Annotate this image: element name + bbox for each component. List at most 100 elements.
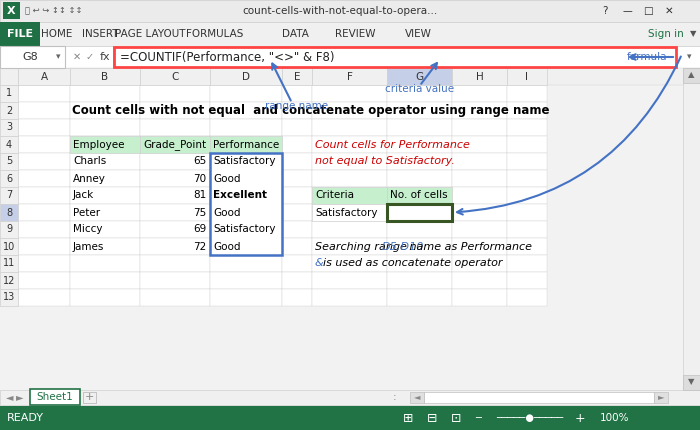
Text: ⊟: ⊟: [427, 412, 438, 424]
Bar: [452, 85, 507, 102]
Bar: [387, 289, 452, 306]
Bar: [18, 204, 70, 221]
Bar: [312, 238, 387, 255]
Bar: [210, 238, 282, 255]
Bar: [70, 238, 140, 255]
Bar: [140, 119, 210, 136]
Bar: [0, 204, 18, 221]
Bar: [282, 153, 312, 170]
Bar: [140, 170, 210, 187]
Text: 12: 12: [3, 276, 15, 286]
Bar: [387, 204, 452, 221]
Text: 11: 11: [3, 258, 15, 268]
Bar: [18, 153, 70, 170]
Bar: [683, 375, 700, 390]
Text: +: +: [575, 412, 586, 424]
Bar: [282, 221, 312, 238]
Text: 3: 3: [6, 123, 12, 132]
Bar: [114, 47, 676, 67]
Text: 8: 8: [6, 208, 12, 218]
Bar: [282, 255, 312, 272]
Bar: [312, 221, 387, 238]
Text: ►: ►: [658, 393, 664, 402]
Text: Satisfactory: Satisfactory: [315, 208, 377, 218]
Text: 9: 9: [6, 224, 12, 234]
Bar: [507, 255, 547, 272]
Bar: [507, 102, 547, 119]
Bar: [140, 102, 210, 119]
Text: 7: 7: [6, 190, 12, 200]
Bar: [312, 272, 387, 289]
Bar: [452, 204, 507, 221]
Bar: [210, 153, 282, 255]
Bar: [70, 170, 140, 187]
Bar: [0, 289, 18, 306]
Bar: [210, 119, 282, 136]
Bar: [140, 238, 210, 255]
Bar: [507, 221, 547, 238]
Bar: [70, 204, 140, 221]
Bar: [140, 255, 210, 272]
Text: ◄: ◄: [414, 393, 420, 402]
Bar: [0, 406, 700, 430]
Text: 65: 65: [193, 157, 206, 166]
Bar: [18, 289, 70, 306]
Bar: [113, 46, 114, 68]
Bar: [70, 255, 140, 272]
Bar: [410, 392, 424, 403]
Text: Peter: Peter: [73, 208, 100, 218]
Text: Excellent: Excellent: [213, 190, 267, 200]
Bar: [210, 255, 282, 272]
Bar: [210, 136, 282, 153]
Bar: [18, 221, 70, 238]
Text: DATA: DATA: [281, 29, 309, 39]
Text: ─: ─: [475, 413, 481, 423]
Bar: [0, 0, 700, 22]
Bar: [0, 68, 700, 85]
Text: INSERT: INSERT: [82, 29, 118, 39]
Bar: [282, 170, 312, 187]
Bar: [0, 102, 18, 119]
Bar: [210, 187, 282, 204]
Text: 100%: 100%: [600, 413, 629, 423]
Bar: [387, 255, 452, 272]
Text: is used as concatenate operator: is used as concatenate operator: [323, 258, 503, 268]
Bar: [0, 136, 18, 153]
Text: +: +: [84, 392, 94, 402]
Bar: [140, 68, 210, 85]
Text: □: □: [643, 6, 653, 16]
Bar: [70, 272, 140, 289]
Bar: [452, 238, 507, 255]
Text: Good: Good: [213, 173, 241, 184]
Text: Good: Good: [213, 242, 241, 252]
Text: Count cells with not equal  and concatenate operator using range name: Count cells with not equal and concatena…: [72, 104, 550, 117]
Text: Searching range: Searching range: [315, 242, 410, 252]
Bar: [18, 136, 70, 153]
Bar: [0, 119, 18, 136]
Bar: [0, 46, 65, 68]
Bar: [282, 204, 312, 221]
Text: Anney: Anney: [73, 173, 106, 184]
Bar: [507, 136, 547, 153]
Text: 4: 4: [442, 208, 448, 218]
Bar: [140, 153, 210, 170]
Bar: [387, 136, 452, 153]
Text: ▾: ▾: [56, 52, 60, 61]
Bar: [387, 170, 452, 187]
Bar: [0, 390, 700, 405]
Text: ─────●─────: ─────●─────: [496, 413, 564, 423]
Bar: [452, 289, 507, 306]
Bar: [70, 221, 140, 238]
Bar: [140, 136, 210, 153]
Text: C: C: [172, 71, 178, 82]
Text: 81: 81: [193, 190, 206, 200]
Bar: [18, 272, 70, 289]
Text: ⬛ ↩ ↪ ↕↕ ↕↕: ⬛ ↩ ↪ ↕↕ ↕↕: [25, 6, 83, 15]
Bar: [140, 136, 210, 153]
Bar: [210, 102, 282, 119]
Text: Criteria: Criteria: [315, 190, 354, 200]
Bar: [18, 187, 70, 204]
Text: 75: 75: [193, 208, 206, 218]
Bar: [387, 221, 452, 238]
Text: 1: 1: [6, 89, 12, 98]
